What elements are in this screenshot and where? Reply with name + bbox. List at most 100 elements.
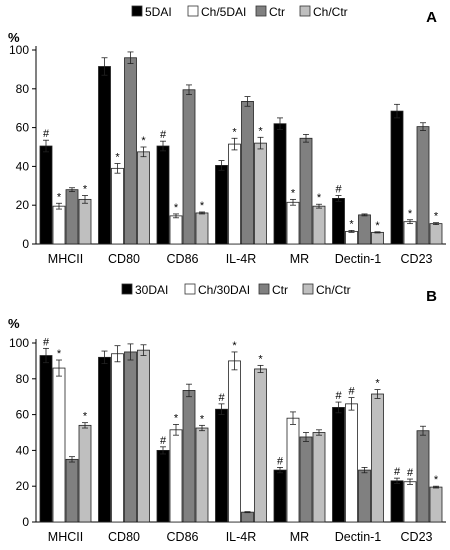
legend-label: Ctr: [269, 5, 285, 19]
significance-mark: *: [57, 348, 62, 360]
bar-5dai-il-4r: [215, 165, 228, 245]
bar-ch-ctr-cd80: [137, 349, 150, 523]
significance-mark: #: [160, 435, 167, 447]
bar-ch-30dai-mhcii: [52, 367, 66, 523]
significance-mark: *: [375, 378, 380, 390]
significance-mark: #: [218, 392, 225, 404]
y-tick-label: 80: [16, 372, 30, 386]
legend-label: Ch/5DAI: [201, 5, 246, 19]
bar-ctr-dectin-1: [358, 214, 371, 245]
bar-ch-5dai-dectin-1: [345, 230, 358, 245]
significance-mark: #: [335, 390, 342, 402]
significance-mark: *: [434, 211, 439, 223]
bar-ch-5dai-cd80: [111, 167, 124, 245]
significance-mark: #: [277, 455, 284, 467]
bar-ch-ctr-mhcii: [78, 424, 92, 523]
bar-ch-ctr-mr: [312, 205, 326, 245]
bar-ctr-cd23: [416, 430, 430, 523]
legend-swatch: [255, 5, 267, 17]
legend-swatch: [302, 283, 314, 295]
significance-mark: *: [258, 353, 263, 365]
bar-5dai-cd23: [390, 110, 404, 245]
bar-ch-ctr-dectin-1: [371, 393, 384, 523]
bar-30dai-mhcii: [39, 355, 53, 523]
bar-5dai-cd80: [98, 66, 111, 245]
bar-30dai-cd80: [98, 356, 111, 523]
bar-ctr-dectin-1: [358, 469, 371, 523]
legend-label: 5DAI: [145, 5, 172, 19]
significance-mark: *: [232, 340, 237, 352]
x-category-label: IL-4R: [226, 530, 257, 544]
legend-label: 30DAI: [135, 283, 168, 297]
y-tick-label: 20: [16, 479, 30, 493]
y-tick-label: 0: [22, 515, 29, 529]
bar-30dai-cd23: [390, 480, 404, 523]
significance-mark: *: [174, 412, 179, 424]
legend-swatch: [184, 283, 196, 295]
bar-ctr-mr: [299, 137, 313, 245]
bar-5dai-dectin-1: [332, 198, 345, 245]
y-tick-label: 40: [16, 159, 30, 173]
y-tick-label: 40: [16, 443, 30, 457]
bar-30dai-cd86: [156, 449, 170, 523]
significance-mark: *: [258, 125, 263, 137]
y-tick-label: 60: [16, 408, 30, 422]
significance-mark: #: [160, 129, 167, 141]
bar-ch-ctr-il-4r: [254, 368, 267, 523]
bar-5dai-mhcii: [39, 145, 53, 245]
legend-label: Ctr: [272, 283, 288, 297]
y-tick-label: 80: [16, 82, 30, 96]
legend-swatch: [121, 283, 133, 295]
bar-ch-ctr-cd86: [195, 212, 209, 245]
y-tick-label: 100: [9, 43, 29, 57]
x-category-label: CD23: [401, 530, 433, 544]
significance-mark: *: [83, 411, 88, 423]
significance-mark: *: [200, 200, 205, 212]
x-category-label: CD86: [167, 530, 199, 544]
bar-ch-30dai-cd86: [169, 429, 183, 523]
significance-mark: *: [232, 126, 237, 138]
significance-mark: *: [174, 202, 179, 214]
y-unit-label: %: [8, 30, 20, 45]
y-tick-label: 100: [9, 336, 29, 350]
significance-mark: #: [394, 466, 401, 478]
bar-ctr-mr: [299, 436, 313, 523]
legend-swatch: [299, 5, 311, 17]
legend-label: Ch/Ctr: [316, 283, 351, 297]
legend-swatch: [258, 283, 270, 295]
significance-mark: #: [335, 184, 342, 196]
bar-ch-ctr-cd86: [195, 427, 209, 523]
bar-ch-5dai-mr: [286, 201, 300, 245]
x-category-label: Dectin-1: [335, 530, 382, 544]
legend-label: Ch/Ctr: [313, 5, 348, 19]
significance-mark: *: [83, 184, 88, 196]
x-category-label: MR: [290, 252, 309, 266]
bar-ch-30dai-il-4r: [228, 360, 241, 523]
significance-mark: *: [317, 192, 322, 204]
panel-letter: A: [426, 9, 437, 26]
significance-mark: #: [348, 386, 355, 398]
bar-ch-ctr-il-4r: [254, 142, 267, 245]
chart-panel-b: 30DAI Ch/30DAI Ctr Ch/Ctr B% 0 20 40 60 80 100 # * * M…: [8, 283, 446, 544]
bar-ctr-mhcii: [65, 189, 79, 245]
x-category-label: MR: [290, 530, 309, 544]
significance-mark: *: [408, 208, 413, 220]
bar-ch-ctr-cd23: [429, 486, 443, 523]
bar-ch-5dai-il-4r: [228, 143, 241, 245]
x-category-label: CD86: [167, 252, 199, 266]
bar-ch-5dai-cd86: [169, 215, 183, 245]
y-unit-label: %: [8, 316, 20, 331]
bar-30dai-mr: [273, 469, 287, 523]
bar-ch-ctr-cd23: [429, 223, 443, 245]
significance-mark: *: [375, 220, 380, 232]
bar-ch-30dai-cd23: [403, 481, 417, 523]
chart-panel-a: 5DAI Ch/5DAI Ctr Ch/Ctr A% 0 20 40 60 80 100 # * * MHC…: [8, 5, 446, 266]
bar-30dai-dectin-1: [332, 407, 345, 523]
bar-ch-ctr-mr: [312, 432, 326, 523]
significance-mark: *: [349, 218, 354, 230]
x-category-label: IL-4R: [226, 252, 257, 266]
bar-ctr-il-4r: [241, 511, 254, 523]
panel-letter: B: [426, 288, 437, 305]
bar-ch-ctr-mhcii: [78, 198, 92, 245]
